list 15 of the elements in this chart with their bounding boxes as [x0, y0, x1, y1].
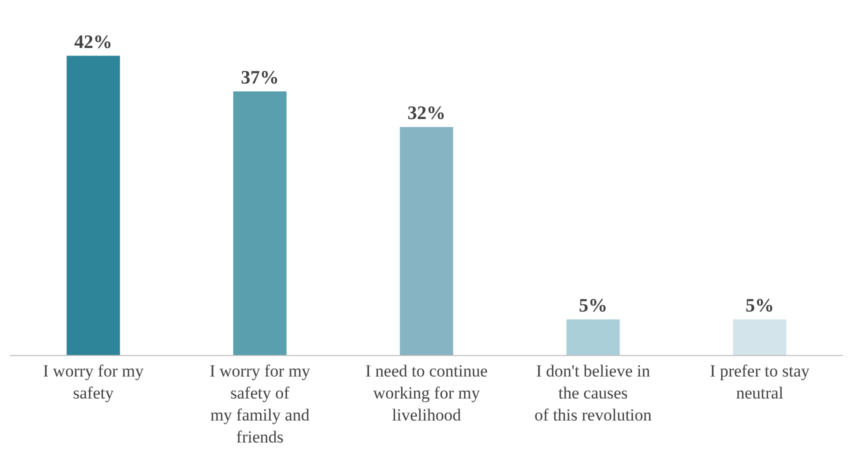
x-tick-label: I prefer to stay neutral [710, 361, 810, 402]
x-tick-label: I need to continue working for my livelihood [365, 361, 488, 425]
bar [66, 56, 120, 355]
data-label: 5% [578, 295, 608, 316]
data-label: 5% [745, 295, 774, 316]
data-label: 32% [408, 103, 446, 124]
bar [566, 319, 620, 355]
bar [233, 91, 287, 355]
x-tick-label: I don't believe in the causes of this revolution [534, 361, 652, 425]
bar [400, 127, 454, 355]
x-tick-label: I worry for my safety [43, 361, 144, 402]
data-label: 37% [240, 67, 279, 88]
data-label: 42% [74, 32, 112, 53]
bar [733, 319, 786, 355]
x-tick-label: I worry for my safety of my family and friends [210, 361, 311, 447]
